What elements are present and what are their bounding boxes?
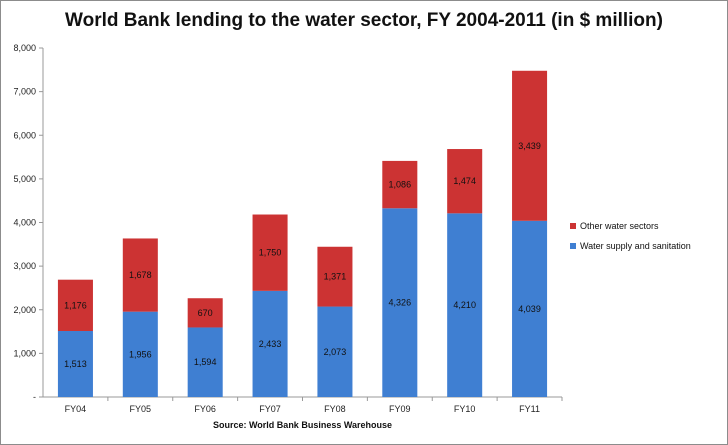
bar-other-water-sectors (122, 238, 158, 312)
bar-other-water-sectors (57, 279, 93, 331)
y-axis-ticks: - 1,000 2,000 3,000 4,000 5,000 6,000 7,000 8,00… (13, 43, 43, 402)
legend: Other water sectors Water supply and san… (570, 221, 691, 251)
bar-water-supply (57, 330, 93, 397)
bar-other-water-sectors (187, 298, 223, 328)
bar-water-supply (382, 208, 418, 397)
y-tick-label: 2,000 (13, 305, 36, 315)
chart-title: World Bank lending to the water sector, … (65, 10, 663, 31)
y-tick-label: 3,000 (13, 261, 36, 271)
data-label-other-water-sectors: 1,371 (324, 272, 347, 282)
legend-label-other-water-sectors: Other water sectors (580, 221, 659, 231)
bar-other-water-sectors (512, 70, 548, 221)
bar-water-supply (317, 306, 353, 397)
x-tick-label: FY10 (454, 404, 476, 414)
data-label-other-water-sectors: 3,439 (518, 141, 541, 151)
data-label-other-water-sectors: 1,750 (259, 248, 282, 258)
y-tick-label: 8,000 (13, 43, 36, 53)
legend-swatch-water-supply (570, 243, 576, 249)
data-label-water-supply: 2,433 (259, 339, 282, 349)
y-tick-label: 4,000 (13, 218, 36, 228)
data-label-other-water-sectors: 670 (198, 308, 213, 318)
data-label-water-supply: 1,513 (64, 359, 87, 369)
x-tick-label: FY07 (259, 404, 281, 414)
data-label-other-water-sectors: 1,086 (389, 180, 412, 190)
x-axis-ticks: FY04 FY05 FY06 FY07 FY08 FY09 FY10 FY11 (65, 397, 563, 414)
x-tick-label: FY09 (389, 404, 411, 414)
y-tick-label: 7,000 (13, 87, 36, 97)
data-label-water-supply: 2,073 (324, 347, 347, 357)
x-tick-label: FY08 (324, 404, 346, 414)
data-label-water-supply: 4,326 (389, 298, 412, 308)
source-note: Source: World Bank Business Warehouse (213, 420, 392, 430)
bar-water-supply (512, 220, 548, 397)
bar-other-water-sectors (317, 246, 353, 307)
bar-water-supply (187, 327, 223, 397)
x-tick-label: FY05 (130, 404, 152, 414)
data-label-water-supply: 1,594 (194, 357, 217, 367)
bar-water-supply (447, 213, 483, 397)
x-tick-label: FY06 (194, 404, 216, 414)
y-tick-label: 5,000 (13, 174, 36, 184)
data-label-other-water-sectors: 1,176 (64, 300, 87, 310)
legend-swatch-other-water-sectors (570, 223, 576, 229)
y-tick-label: 6,000 (13, 130, 36, 140)
legend-label-water-supply: Water supply and sanitation (580, 241, 691, 251)
data-label-water-supply: 4,210 (453, 300, 476, 310)
y-tick-label: 1,000 (13, 348, 36, 358)
data-label-other-water-sectors: 1,474 (453, 176, 476, 186)
x-tick-label: FY11 (519, 404, 540, 414)
bar-other-water-sectors (252, 214, 288, 291)
bar-other-water-sectors (447, 149, 483, 214)
data-label-water-supply: 4,039 (518, 304, 541, 314)
bar-water-supply (122, 311, 158, 397)
axes (42, 48, 562, 398)
data-label-water-supply: 1,956 (129, 349, 152, 359)
y-tick-label: - (33, 392, 36, 402)
bar-water-supply (252, 290, 288, 397)
bar-other-water-sectors (382, 160, 418, 209)
x-tick-label: FY04 (65, 404, 87, 414)
data-label-other-water-sectors: 1,678 (129, 270, 152, 280)
bars: 1,513 1,176 1,956 1,678 1,594 670 2,433 1,750 2,… (57, 70, 548, 397)
